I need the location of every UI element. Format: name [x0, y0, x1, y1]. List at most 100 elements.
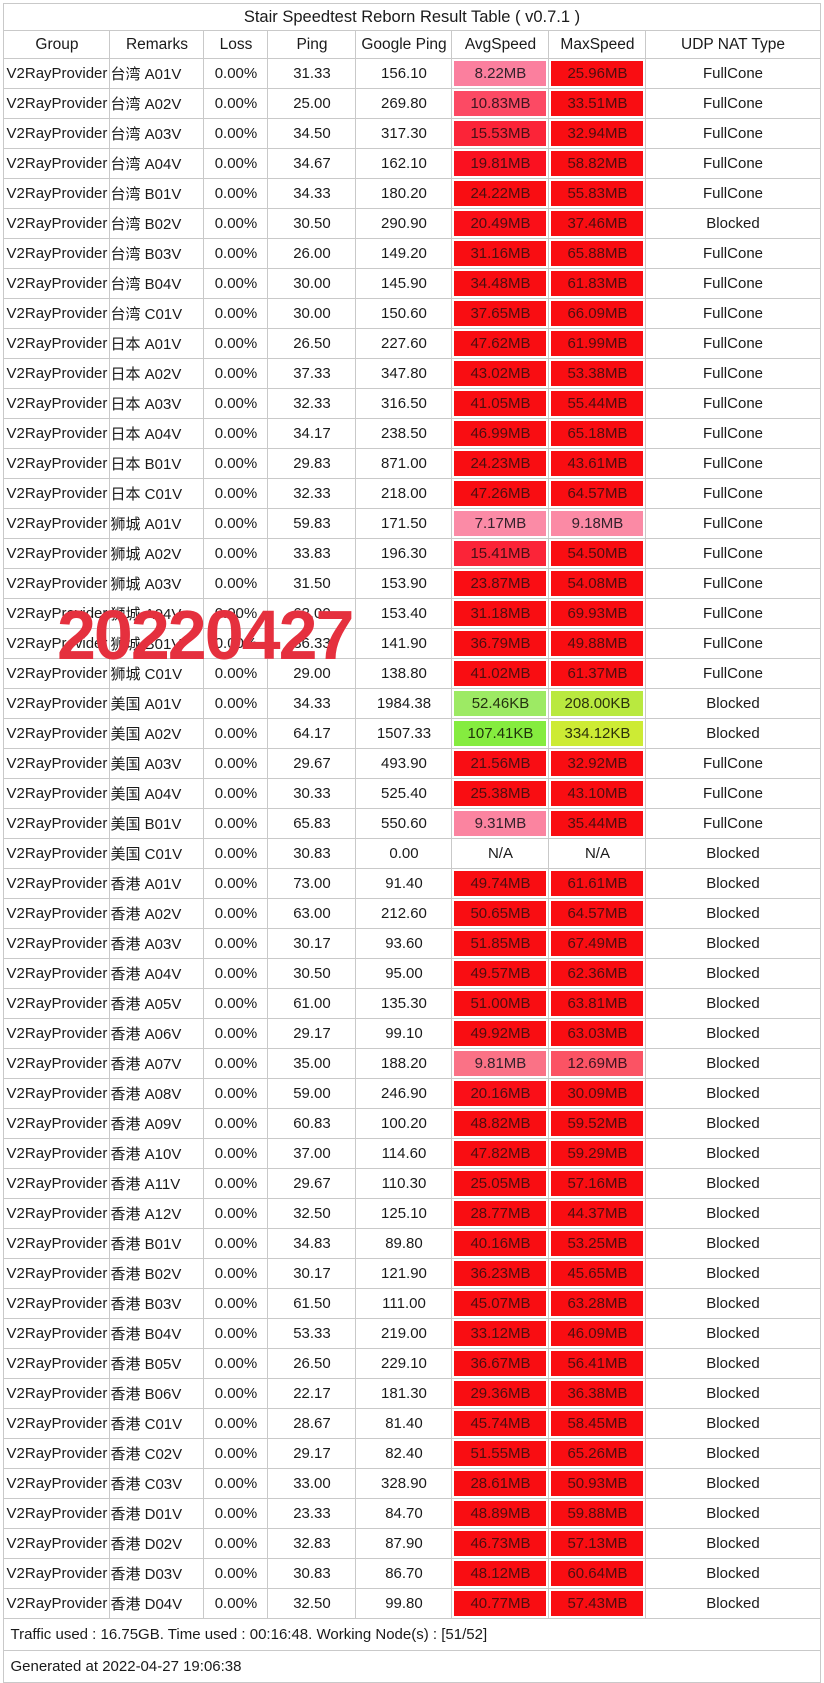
cell-avg-speed: 36.79MB	[451, 628, 550, 659]
cell-group: V2RayProvider	[3, 1498, 111, 1529]
cell-avg-speed: 107.41KB	[451, 718, 550, 749]
cell-loss: 0.00%	[203, 988, 269, 1019]
cell-max-speed: 60.64MB	[548, 1558, 647, 1589]
cell-avg-speed: 47.26MB	[451, 478, 550, 509]
cell-google-ping: 95.00	[355, 958, 453, 989]
cell-remarks: 香港 B03V	[109, 1288, 205, 1319]
cell-google-ping: 110.30	[355, 1168, 453, 1199]
cell-max-speed: 54.08MB	[548, 568, 647, 599]
cell-ping: 65.83	[267, 808, 357, 839]
cell-avg-speed: 46.99MB	[451, 418, 550, 449]
cell-max-speed: 55.44MB	[548, 388, 647, 419]
cell-avg-speed: 7.17MB	[451, 508, 550, 539]
table-row: V2RayProvider 香港 B06V 0.00% 22.17 181.30 29.3…	[3, 1378, 821, 1409]
table-row: V2RayProvider 香港 A06V 0.00% 29.17 99.10 49.92…	[3, 1018, 821, 1049]
cell-ping: 30.83	[267, 838, 357, 869]
cell-udp-nat-type: FullCone	[645, 658, 821, 689]
cell-udp-nat-type: Blocked	[645, 1528, 821, 1559]
cell-google-ping: 181.30	[355, 1378, 453, 1409]
cell-avg-speed: 40.77MB	[451, 1588, 550, 1619]
cell-remarks: 香港 A05V	[109, 988, 205, 1019]
table-row: V2RayProvider 香港 A03V 0.00% 30.17 93.60 51.85…	[3, 928, 821, 959]
cell-group: V2RayProvider	[3, 358, 111, 389]
cell-ping: 60.83	[267, 1108, 357, 1139]
cell-google-ping: 111.00	[355, 1288, 453, 1319]
cell-remarks: 日本 A04V	[109, 418, 205, 449]
cell-google-ping: 135.30	[355, 988, 453, 1019]
cell-ping: 64.17	[267, 718, 357, 749]
cell-group: V2RayProvider	[3, 1108, 111, 1139]
cell-max-speed: 67.49MB	[548, 928, 647, 959]
cell-udp-nat-type: FullCone	[645, 358, 821, 389]
cell-google-ping: 86.70	[355, 1558, 453, 1589]
cell-google-ping: 81.40	[355, 1408, 453, 1439]
cell-ping: 29.83	[267, 448, 357, 479]
cell-loss: 0.00%	[203, 478, 269, 509]
cell-remarks: 美国 C01V	[109, 838, 205, 869]
cell-remarks: 香港 D04V	[109, 1588, 205, 1619]
table-row: V2RayProvider 日本 A01V 0.00% 26.50 227.60 47.6…	[3, 328, 821, 359]
cell-loss: 0.00%	[203, 958, 269, 989]
table-row: V2RayProvider 香港 B03V 0.00% 61.50 111.00 45.0…	[3, 1288, 821, 1319]
cell-udp-nat-type: Blocked	[645, 1108, 821, 1139]
cell-google-ping: 493.90	[355, 748, 453, 779]
cell-loss: 0.00%	[203, 868, 269, 899]
cell-ping: 29.17	[267, 1438, 357, 1469]
cell-remarks: 香港 A08V	[109, 1078, 205, 1109]
cell-ping: 30.17	[267, 1258, 357, 1289]
cell-avg-speed: 20.16MB	[451, 1078, 550, 1109]
cell-remarks: 日本 A01V	[109, 328, 205, 359]
cell-udp-nat-type: Blocked	[645, 208, 821, 239]
cell-group: V2RayProvider	[3, 1288, 111, 1319]
cell-google-ping: 138.80	[355, 658, 453, 689]
cell-loss: 0.00%	[203, 58, 269, 89]
column-header-udp-nat-type: UDP NAT Type	[645, 30, 821, 59]
cell-google-ping: 125.10	[355, 1198, 453, 1229]
cell-max-speed: 33.51MB	[548, 88, 647, 119]
column-header-remarks: Remarks	[109, 30, 205, 59]
cell-udp-nat-type: Blocked	[645, 1048, 821, 1079]
cell-loss: 0.00%	[203, 88, 269, 119]
cell-loss: 0.00%	[203, 1108, 269, 1139]
cell-ping: 26.50	[267, 1348, 357, 1379]
cell-google-ping: 89.80	[355, 1228, 453, 1259]
table-row: V2RayProvider 狮城 A01V 0.00% 59.83 171.50 7.17…	[3, 508, 821, 539]
cell-loss: 0.00%	[203, 1378, 269, 1409]
cell-loss: 0.00%	[203, 658, 269, 689]
table-row: V2RayProvider 美国 B01V 0.00% 65.83 550.60 9.31…	[3, 808, 821, 839]
table-row: V2RayProvider 美国 A01V 0.00% 34.33 1984.38 52.…	[3, 688, 821, 719]
cell-loss: 0.00%	[203, 1558, 269, 1589]
cell-ping: 34.33	[267, 178, 357, 209]
cell-avg-speed: 15.41MB	[451, 538, 550, 569]
table-body: V2RayProvider 台湾 A01V 0.00% 31.33 156.10 8.22…	[3, 58, 821, 1619]
cell-ping: 59.00	[267, 1078, 357, 1109]
cell-remarks: 台湾 B01V	[109, 178, 205, 209]
cell-google-ping: 188.20	[355, 1048, 453, 1079]
cell-group: V2RayProvider	[3, 418, 111, 449]
cell-udp-nat-type: Blocked	[645, 868, 821, 899]
cell-google-ping: 246.90	[355, 1078, 453, 1109]
cell-group: V2RayProvider	[3, 838, 111, 869]
cell-remarks: 香港 D03V	[109, 1558, 205, 1589]
cell-max-speed: 9.18MB	[548, 508, 647, 539]
cell-avg-speed: 36.23MB	[451, 1258, 550, 1289]
table-row: V2RayProvider 香港 B05V 0.00% 26.50 229.10 36.6…	[3, 1348, 821, 1379]
cell-google-ping: 91.40	[355, 868, 453, 899]
cell-avg-speed: 24.22MB	[451, 178, 550, 209]
cell-group: V2RayProvider	[3, 1048, 111, 1079]
cell-ping: 62.00	[267, 598, 357, 629]
cell-remarks: 香港 C02V	[109, 1438, 205, 1469]
cell-remarks: 香港 A11V	[109, 1168, 205, 1199]
cell-ping: 30.17	[267, 928, 357, 959]
cell-max-speed: 55.83MB	[548, 178, 647, 209]
cell-avg-speed: 46.73MB	[451, 1528, 550, 1559]
cell-group: V2RayProvider	[3, 478, 111, 509]
cell-remarks: 台湾 A01V	[109, 58, 205, 89]
cell-max-speed: 334.12KB	[548, 718, 647, 749]
cell-group: V2RayProvider	[3, 1138, 111, 1169]
cell-max-speed: 44.37MB	[548, 1198, 647, 1229]
cell-udp-nat-type: FullCone	[645, 478, 821, 509]
cell-avg-speed: 49.74MB	[451, 868, 550, 899]
cell-avg-speed: 21.56MB	[451, 748, 550, 779]
cell-group: V2RayProvider	[3, 1468, 111, 1499]
